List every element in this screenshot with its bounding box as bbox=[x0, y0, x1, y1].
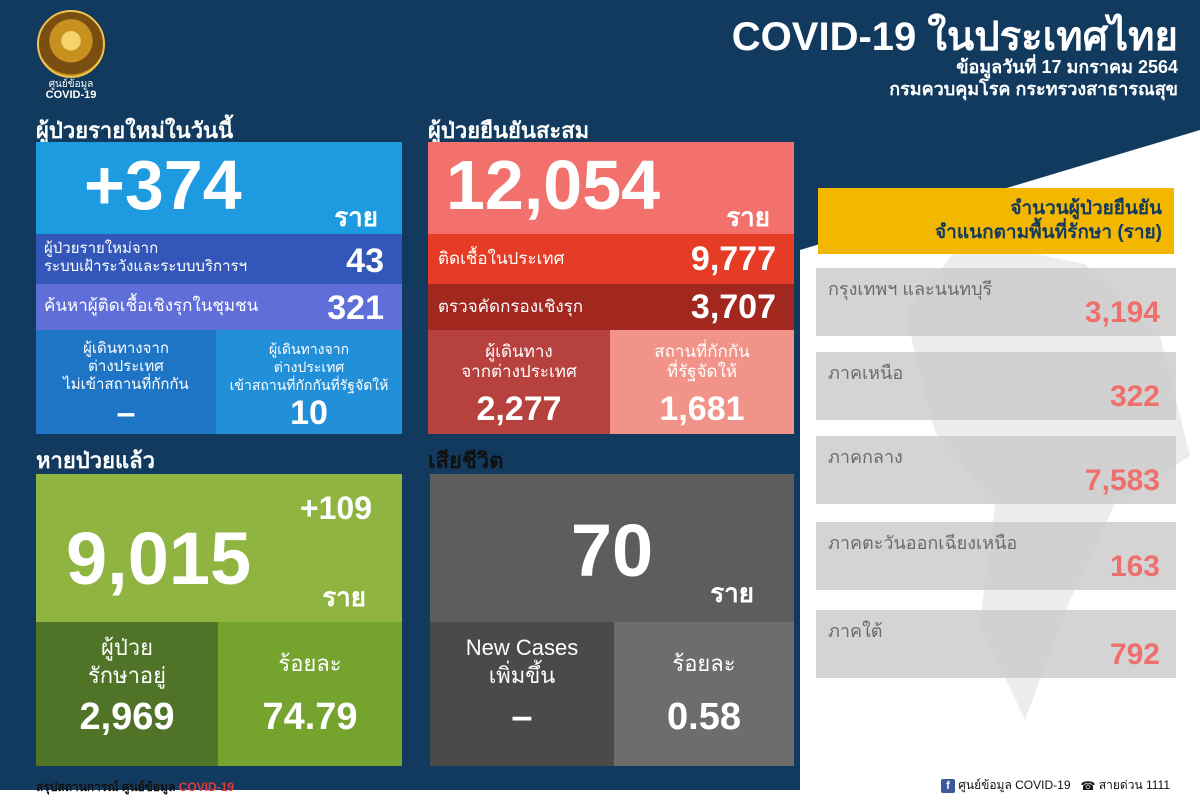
community-value: 321 bbox=[327, 289, 384, 327]
in-treatment-value: 2,969 bbox=[79, 696, 175, 738]
new-cases-unit: ราย bbox=[334, 202, 378, 232]
abroad-no-quarantine-label: ผู้เดินทางจาก ต่างประเทศ ไม่เข้าสถานที่ก… bbox=[63, 340, 189, 393]
phone-icon: ☎ bbox=[1080, 778, 1096, 793]
new-cases-section-label: ผู้ป่วยรายใหม่ในวันนี้ bbox=[36, 118, 234, 143]
logo-caption-line2: COVID-19 bbox=[45, 89, 97, 101]
seal-icon bbox=[37, 10, 105, 78]
travelers-value: 2,277 bbox=[476, 390, 562, 428]
new-deaths-card: New Cases เพิ่มขึ้น – bbox=[430, 622, 614, 766]
regions-title: จำนวนผู้ป่วยยืนยัน จำแนกตามพื้นที่รักษา … bbox=[818, 188, 1174, 254]
domestic-card: ติดเชื้อในประเทศ 9,777 bbox=[428, 234, 794, 284]
region-card: ภาคเหนือ 322 bbox=[816, 352, 1176, 420]
travelers-card: ผู้เดินทาง จากต่างประเทศ 2,277 bbox=[428, 330, 610, 434]
region-value: 322 bbox=[1109, 380, 1160, 413]
new-cases-total-card: +374 ราย bbox=[36, 142, 402, 234]
state-quarantine-label: สถานที่กักกัน ที่รัฐจัดให้ bbox=[654, 342, 750, 381]
active-screening-value: 3,707 bbox=[690, 288, 776, 326]
community-label: ค้นหาผู้ติดเชื้อเชิงรุกในชุมชน bbox=[44, 296, 259, 315]
new-deaths-label: New Cases เพิ่มขึ้น bbox=[465, 635, 579, 688]
region-name: กรุงเทพฯ และนนทบุรี bbox=[828, 279, 993, 299]
region-name: ภาคตะวันออกเฉียงเหนือ bbox=[828, 533, 1018, 553]
active-screening-label: ตรวจคัดกรองเชิงรุก bbox=[438, 297, 584, 316]
region-value: 7,583 bbox=[1084, 464, 1160, 497]
footer-contacts: f ศูนย์ข้อมูล COVID-19 ☎ สายด่วน 1111 bbox=[940, 776, 1170, 795]
new-cases-total: +374 bbox=[84, 146, 242, 224]
domestic-value: 9,777 bbox=[690, 240, 776, 278]
deaths-section-label: เสียชีวิต bbox=[428, 448, 504, 473]
region-value: 163 bbox=[1109, 550, 1160, 583]
abroad-no-quarantine-value: – bbox=[116, 394, 136, 432]
domestic-label: ติดเชื้อในประเทศ bbox=[438, 249, 565, 268]
cumulative-section-label: ผู้ป่วยยืนยันสะสม bbox=[428, 118, 590, 143]
footer-source-prefix: สรุปสถานการณ์ ศูนย์ข้อมูล bbox=[36, 780, 179, 794]
region-card: ภาคตะวันออกเฉียงเหนือ 163 bbox=[816, 522, 1176, 590]
region-card: ภาคกลาง 7,583 bbox=[816, 436, 1176, 504]
region-name: ภาคเหนือ bbox=[828, 363, 904, 383]
region-value: 792 bbox=[1109, 638, 1160, 671]
abroad-quarantine-value: 10 bbox=[290, 394, 328, 432]
abroad-quarantine-label: ผู้เดินทางจาก ต่างประเทศ เข้าสถานที่กักก… bbox=[229, 341, 389, 393]
facebook-page-text: ศูนย์ข้อมูล COVID-19 bbox=[958, 778, 1071, 792]
hotline-text: สายด่วน 1111 bbox=[1098, 778, 1170, 792]
deaths-percent-card: ร้อยละ 0.58 bbox=[614, 622, 794, 766]
travelers-label: ผู้เดินทาง จากต่างประเทศ bbox=[461, 342, 577, 381]
recovered-delta: +109 bbox=[299, 490, 372, 526]
region-card: ภาคใต้ 792 bbox=[816, 610, 1176, 678]
in-treatment-label: ผู้ป่วย รักษาอยู่ bbox=[87, 635, 167, 688]
state-quarantine-card: สถานที่กักกัน ที่รัฐจัดให้ 1,681 bbox=[610, 330, 794, 434]
date-line: ข้อมูลวันที่ 17 มกราคม 2564 bbox=[956, 57, 1178, 77]
community-card: ค้นหาผู้ติดเชื้อเชิงรุกในชุมชน 321 bbox=[36, 284, 402, 330]
logo-caption-line1: ศูนย์ข้อมูล bbox=[48, 79, 94, 90]
recovered-percent-card: ร้อยละ 74.79 bbox=[218, 622, 402, 766]
recovered-unit: ราย bbox=[322, 582, 366, 612]
cumulative-total: 12,054 bbox=[446, 146, 661, 224]
agency-line: กรมควบคุมโรค กระทรวงสาธารณสุข bbox=[889, 79, 1178, 99]
abroad-no-quarantine-card: ผู้เดินทางจาก ต่างประเทศ ไม่เข้าสถานที่ก… bbox=[36, 330, 216, 434]
new-deaths-value: – bbox=[511, 696, 533, 738]
page-subtitle: ข้อมูลวันที่ 17 มกราคม 2564 กรมควบคุมโรค… bbox=[889, 56, 1178, 100]
page-title: COVID-19 ในประเทศไทย bbox=[731, 15, 1178, 59]
active-screening-card: ตรวจคัดกรองเชิงรุก 3,707 bbox=[428, 284, 794, 330]
abroad-quarantine-card: ผู้เดินทางจาก ต่างประเทศ เข้าสถานที่กักก… bbox=[216, 330, 402, 434]
deaths-unit: ราย bbox=[710, 578, 754, 608]
deaths-percent-value: 0.58 bbox=[667, 696, 741, 738]
recovered-percent-value: 74.79 bbox=[262, 696, 358, 738]
region-name: ภาคใต้ bbox=[828, 621, 883, 641]
facebook-icon: f bbox=[940, 778, 955, 793]
footer-source: สรุปสถานการณ์ ศูนย์ข้อมูล COVID-19 bbox=[36, 778, 234, 797]
surveillance-card: ผู้ป่วยรายใหม่จาก ระบบเฝ้าระวังและระบบบร… bbox=[36, 234, 402, 284]
cumulative-total-card: 12,054 ราย bbox=[428, 142, 794, 234]
deaths-total: 70 bbox=[570, 509, 654, 592]
cumulative-unit: ราย bbox=[726, 202, 770, 232]
recovered-total-card: +109 9,015 ราย bbox=[36, 474, 402, 622]
deaths-total-card: 70 ราย bbox=[430, 474, 794, 622]
recovered-total: 9,015 bbox=[66, 517, 252, 600]
footer-source-accent: COVID-19 bbox=[178, 780, 235, 794]
in-treatment-card: ผู้ป่วย รักษาอยู่ 2,969 bbox=[36, 622, 218, 766]
recovered-section-label: หายป่วยแล้ว bbox=[36, 448, 155, 473]
state-quarantine-value: 1,681 bbox=[659, 390, 745, 428]
ministry-logo: ศูนย์ข้อมูล COVID-19 bbox=[18, 10, 124, 101]
region-value: 3,194 bbox=[1084, 296, 1160, 329]
deaths-percent-label: ร้อยละ bbox=[672, 651, 736, 676]
surveillance-value: 43 bbox=[346, 242, 384, 280]
region-name: ภาคกลาง bbox=[828, 447, 903, 467]
region-card: กรุงเทพฯ และนนทบุรี 3,194 bbox=[816, 268, 1176, 336]
recovered-percent-label: ร้อยละ bbox=[278, 651, 342, 676]
surveillance-label: ผู้ป่วยรายใหม่จาก ระบบเฝ้าระวังและระบบบร… bbox=[44, 240, 247, 275]
